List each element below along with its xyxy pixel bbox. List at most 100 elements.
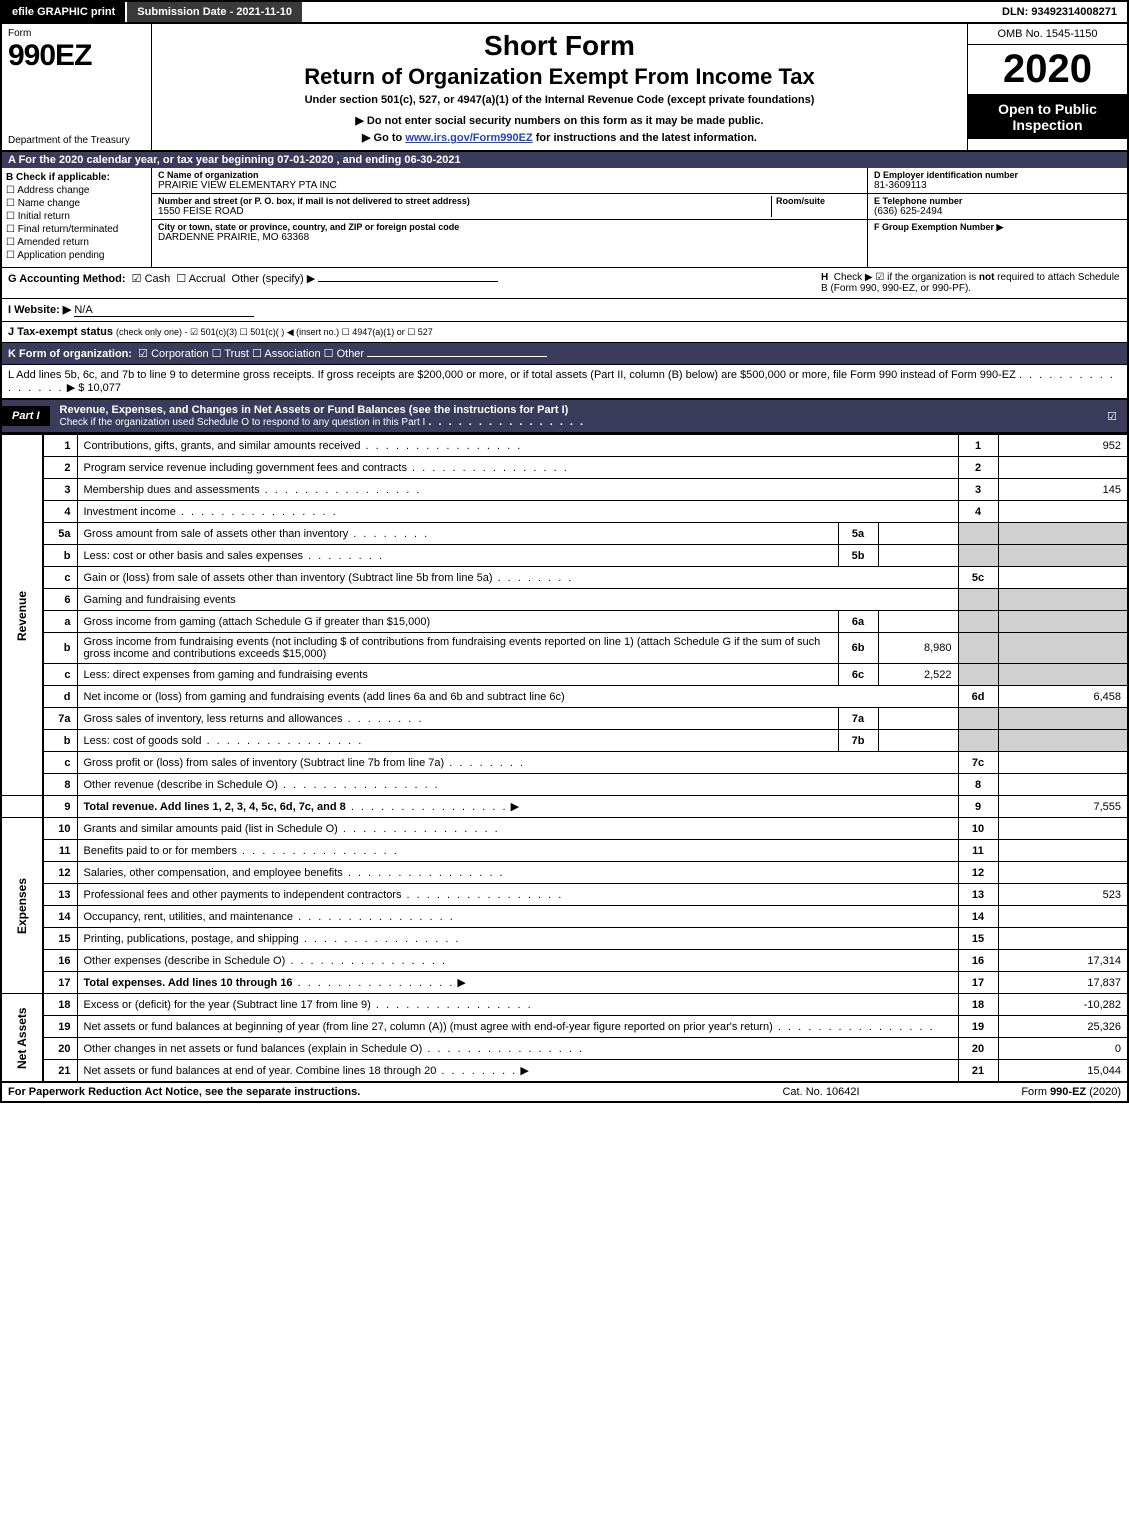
line-10-desc: Grants and similar amounts paid (list in… (84, 823, 338, 835)
line-5b-subval (878, 545, 958, 567)
line-11-amt (998, 840, 1128, 862)
shade-6c (958, 664, 998, 686)
other-specify: Other (specify) ▶ (232, 273, 316, 285)
row-a-tax-year: A For the 2020 calendar year, or tax yea… (0, 152, 1129, 168)
line-5a-num: 5a (43, 523, 77, 545)
chk-address-change[interactable]: Address change (6, 185, 147, 196)
sidebar-net-assets: Net Assets (1, 994, 43, 1082)
phone-label: E Telephone number (874, 196, 1121, 206)
section-h-not: not (979, 272, 995, 283)
line-3-num: 3 (43, 479, 77, 501)
line-5a-subval (878, 523, 958, 545)
line-12-lineno: 12 (958, 862, 998, 884)
line-7c-amt (998, 752, 1128, 774)
line-17-arrow: ▶ (457, 977, 465, 989)
goto-post: for instructions and the latest informat… (533, 132, 757, 144)
chk-final-return[interactable]: Final return/terminated (6, 224, 147, 235)
paperwork-notice: For Paperwork Reduction Act Notice, see … (8, 1086, 721, 1098)
dln-label: DLN: 93492314008271 (992, 2, 1127, 22)
form-header: Form 990EZ Department of the Treasury Sh… (0, 24, 1129, 152)
line-17-desc: Total expenses. Add lines 10 through 16 (84, 977, 293, 989)
section-c: C Name of organization PRAIRIE VIEW ELEM… (152, 168, 867, 267)
section-h-label: H (821, 272, 828, 283)
ein-value: 81-3609113 (874, 180, 1121, 191)
part1-checkbox[interactable]: ☑ (1097, 410, 1127, 423)
line-18-desc: Excess or (deficit) for the year (Subtra… (84, 999, 371, 1011)
line-15-num: 15 (43, 928, 77, 950)
line-l-amount: ▶ $ 10,077 (67, 382, 121, 394)
group-exemption-label: F Group Exemption Number ▶ (874, 222, 1121, 233)
shade-6a (958, 611, 998, 633)
line-8-desc: Other revenue (describe in Schedule O) (84, 779, 278, 791)
shade-5a-amt (998, 523, 1128, 545)
shade-6b (958, 633, 998, 664)
line-6-desc: Gaming and fundraising events (77, 589, 958, 611)
part1-header: Part I Revenue, Expenses, and Changes in… (0, 399, 1129, 434)
department-label: Department of the Treasury (8, 135, 145, 146)
line-6c-desc: Less: direct expenses from gaming and fu… (84, 669, 368, 681)
line-7b-subnum: 7b (838, 730, 878, 752)
submission-date-button[interactable]: Submission Date - 2021-11-10 (127, 2, 304, 22)
sidebar-revenue: Revenue (1, 435, 43, 796)
line-7a-subval (878, 708, 958, 730)
line-21-arrow: ▶ (520, 1065, 528, 1077)
line-6b-subnum: 6b (838, 633, 878, 664)
row-l: L Add lines 5b, 6c, and 7b to line 9 to … (0, 365, 1129, 399)
line-15-amt (998, 928, 1128, 950)
line-6d-desc: Net income or (loss) from gaming and fun… (84, 691, 565, 703)
line-6d-amt: 6,458 (998, 686, 1128, 708)
shade-5b (958, 545, 998, 567)
chk-accrual[interactable]: Accrual (176, 273, 225, 285)
tax-exempt-text: (check only one) - ☑ 501(c)(3) ☐ 501(c)(… (116, 327, 433, 337)
chk-application-pending[interactable]: Application pending (6, 250, 147, 261)
efile-print-button[interactable]: efile GRAPHIC print (2, 2, 127, 22)
line-6-num: 6 (43, 589, 77, 611)
line-4-lineno: 4 (958, 501, 998, 523)
line-9-lineno: 9 (958, 796, 998, 818)
form-number: 990EZ (8, 39, 145, 73)
shade-6-amt (998, 589, 1128, 611)
room-label: Room/suite (776, 196, 861, 206)
line-16-num: 16 (43, 950, 77, 972)
line-21-lineno: 21 (958, 1060, 998, 1082)
line-5b-subnum: 5b (838, 545, 878, 567)
line-16-amt: 17,314 (998, 950, 1128, 972)
line-5a-subnum: 5a (838, 523, 878, 545)
line-9-amt: 7,555 (998, 796, 1128, 818)
shade-5b-amt (998, 545, 1128, 567)
line-5b-num: b (43, 545, 77, 567)
line-20-amt: 0 (998, 1038, 1128, 1060)
line-20-num: 20 (43, 1038, 77, 1060)
irs-link[interactable]: www.irs.gov/Form990EZ (405, 132, 532, 144)
line-20-lineno: 20 (958, 1038, 998, 1060)
shade-7b-amt (998, 730, 1128, 752)
line-1-desc: Contributions, gifts, grants, and simila… (84, 440, 361, 452)
line-5c-desc: Gain or (loss) from sale of assets other… (84, 572, 493, 584)
chk-amended-return[interactable]: Amended return (6, 237, 147, 248)
form-of-org-other-line[interactable] (367, 356, 547, 357)
chk-cash[interactable]: Cash (132, 273, 171, 285)
other-specify-line[interactable] (318, 281, 498, 282)
line-2-amt (998, 457, 1128, 479)
chk-name-change[interactable]: Name change (6, 198, 147, 209)
line-5c-lineno: 5c (958, 567, 998, 589)
info-grid: B Check if applicable: Address change Na… (0, 168, 1129, 268)
line-1-lineno: 1 (958, 435, 998, 457)
line-18-num: 18 (43, 994, 77, 1016)
line-6c-subnum: 6c (838, 664, 878, 686)
line-21-num: 21 (43, 1060, 77, 1082)
open-to-public: Open to Public Inspection (968, 95, 1127, 139)
city-state-zip: DARDENNE PRAIRIE, MO 63368 (158, 232, 861, 243)
line-4-num: 4 (43, 501, 77, 523)
line-6a-desc: Gross income from gaming (attach Schedul… (84, 616, 431, 628)
website-label: I Website: ▶ (8, 304, 71, 316)
shade-5a (958, 523, 998, 545)
line-6a-num: a (43, 611, 77, 633)
line-9-desc: Total revenue. Add lines 1, 2, 3, 4, 5c,… (84, 801, 346, 813)
line-19-desc: Net assets or fund balances at beginning… (84, 1021, 773, 1033)
chk-initial-return[interactable]: Initial return (6, 211, 147, 222)
city-label: City or town, state or province, country… (158, 222, 861, 232)
section-b: B Check if applicable: Address change Na… (2, 168, 152, 267)
line-5c-num: c (43, 567, 77, 589)
line-3-amt: 145 (998, 479, 1128, 501)
